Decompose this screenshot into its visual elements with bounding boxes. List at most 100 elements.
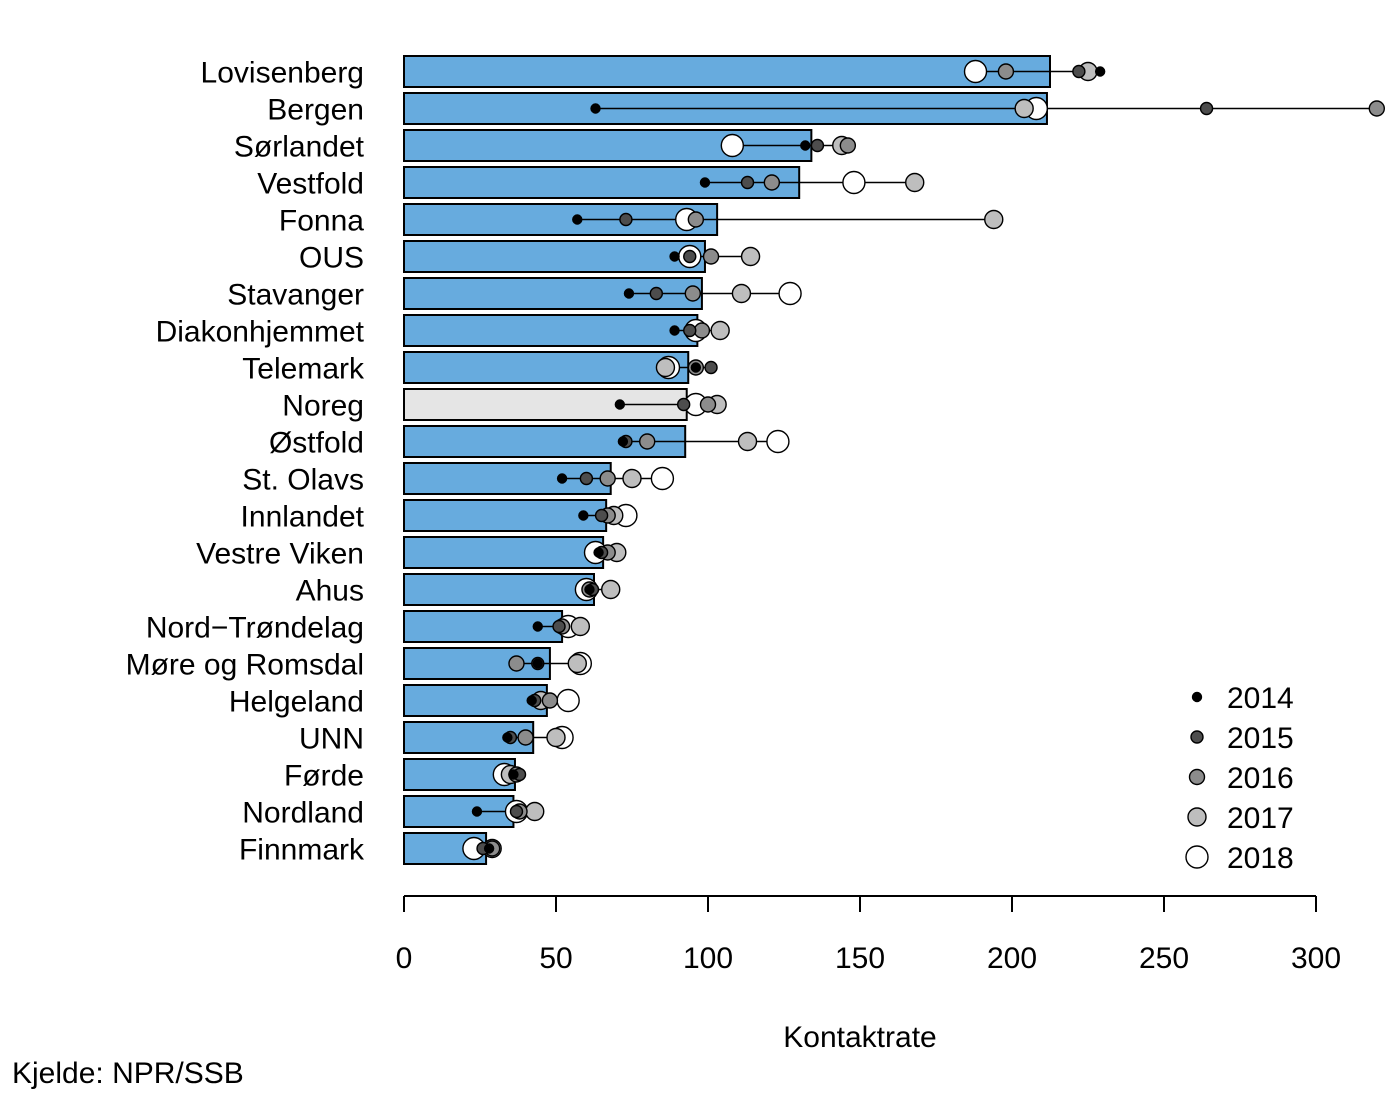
category-label-vestfold: Vestfold [257, 168, 364, 201]
category-label-telemark: Telemark [242, 353, 365, 386]
point-stavanger-2014 [623, 288, 635, 299]
point-stfold-2014 [617, 436, 629, 447]
category-label-helgeland: Helgeland [229, 686, 364, 719]
point-stfold-2018 [766, 429, 790, 454]
category-label-bergen: Bergen [267, 94, 364, 127]
point-helgeland-2016 [541, 692, 559, 709]
point-diakonhjemmet-2017 [710, 320, 730, 341]
point-vestfold-2015 [740, 175, 755, 190]
legend-symbol-2018 [1185, 845, 1209, 869]
category-labels: Lovisenberg Bergen Sørlandet Vestfold Fonna O… [126, 57, 365, 867]
point-s-rlandet-2018 [720, 133, 745, 158]
point-diakonhjemmet-2016 [693, 322, 711, 339]
legend-symbol-2016 [1188, 768, 1206, 786]
bar-m-re-og-romsdal [403, 647, 551, 680]
point-vestfold-2014 [699, 177, 711, 188]
category-label-diakonhjemmet: Diakonhjemmet [156, 316, 365, 349]
point-unn-2016 [517, 729, 534, 746]
point-nord-tr-ndelag-2015 [552, 619, 566, 634]
point-helgeland-2014 [526, 695, 537, 706]
category-label-stfold: Østfold [269, 427, 364, 460]
point-stavanger-2015 [649, 286, 664, 301]
legend-label-2017: 2017 [1227, 802, 1294, 835]
category-label-s-rlandet: Sørlandet [234, 131, 365, 164]
x-tick-label-300: 300 [1291, 942, 1341, 975]
point-nord-tr-ndelag-2014 [532, 621, 543, 632]
category-label-finnmark: Finnmark [239, 834, 365, 867]
category-label-f-rde: Førde [284, 760, 364, 793]
x-tick-label-250: 250 [1139, 942, 1189, 975]
point-ahus-2014 [584, 584, 595, 595]
point-diakonhjemmet-2015 [683, 323, 697, 338]
point-nordland-2015 [509, 804, 524, 819]
point-helgeland-2018 [556, 688, 580, 713]
bar-innlandet [403, 499, 608, 532]
point-ous-2017 [740, 246, 761, 267]
x-tick-label-0: 0 [396, 942, 413, 975]
point-unn-2014 [502, 732, 513, 743]
point-fonna-2017 [984, 209, 1004, 230]
legend-symbol-2015 [1190, 730, 1204, 744]
point-bergen-2015 [1199, 101, 1214, 116]
point-m-re-og-romsdal-2016 [508, 655, 525, 672]
point-vestfold-2018 [842, 170, 866, 195]
category-label-nordland: Nordland [242, 797, 364, 830]
point-st-olavs-2015 [579, 471, 594, 486]
legend-symbol-2014 [1191, 691, 1203, 703]
point-st-olavs-2016 [599, 470, 616, 487]
point-st-olavs-2014 [556, 473, 568, 484]
x-tick-label-100: 100 [683, 942, 733, 975]
point-telemark-2014 [690, 362, 702, 373]
point-ous-2014 [669, 251, 680, 262]
legend-label-2015: 2015 [1227, 722, 1294, 755]
point-unn-2017 [546, 727, 566, 748]
point-stavanger-2016 [684, 285, 701, 302]
bar-vestre-viken [403, 536, 605, 569]
point-nord-tr-ndelag-2017 [570, 616, 591, 637]
legend: 2014 2015 2016 2017 2018 [1185, 682, 1294, 875]
category-label-vestre-viken: Vestre Viken [196, 538, 364, 571]
bar-ous [403, 240, 706, 273]
bar-helgeland [403, 684, 548, 717]
point-telemark-2015 [704, 360, 718, 375]
point-s-rlandet-2015 [810, 138, 825, 153]
point-ous-2016 [702, 248, 720, 265]
category-label-ahus: Ahus [296, 575, 364, 608]
category-label-noreg: Noreg [282, 390, 364, 423]
category-label-unn: UNN [299, 723, 364, 756]
point-lovisenberg-2015 [1072, 64, 1086, 79]
point-f-rde-2014 [508, 769, 519, 780]
point-innlandet-2014 [578, 510, 589, 521]
point-fonna-2015 [619, 212, 633, 227]
legend-label-2018: 2018 [1227, 842, 1294, 875]
x-tick-label-150: 150 [835, 942, 885, 975]
point-diakonhjemmet-2014 [669, 325, 680, 336]
x-axis-title: Kontaktrate [783, 1021, 936, 1054]
point-s-rlandet-2014 [800, 140, 811, 151]
point-bergen-2014 [590, 103, 601, 114]
point-stfold-2016 [639, 433, 656, 450]
point-noreg-2016 [699, 396, 717, 413]
point-vestfold-2016 [763, 174, 781, 191]
point-nordland-2017 [525, 801, 545, 822]
x-axis: 0 50 100 150 200 250 300 [396, 895, 1341, 975]
point-ahus-2017 [601, 579, 621, 600]
category-label-nord-tr-ndelag: Nord−Trøndelag [146, 612, 364, 645]
category-label-m-re-og-romsdal: Møre og Romsdal [126, 649, 364, 682]
point-stfold-2017 [737, 431, 758, 452]
point-lovisenberg-2018 [963, 59, 988, 84]
bar-lovisenberg [403, 55, 1051, 88]
point-ous-2015 [683, 249, 697, 264]
point-bergen-2017 [1014, 98, 1034, 119]
point-fonna-2016 [687, 211, 705, 228]
point-bergen-2016 [1368, 100, 1386, 117]
bars-layer [403, 55, 1051, 865]
point-m-re-og-romsdal-2014 [532, 658, 543, 669]
bar-diakonhjemmet [403, 314, 699, 347]
point-st-olavs-2018 [650, 466, 675, 491]
legend-label-2016: 2016 [1227, 762, 1294, 795]
point-lovisenberg-2014 [1094, 66, 1106, 77]
category-label-lovisenberg: Lovisenberg [201, 57, 364, 90]
x-tick-label-200: 200 [987, 942, 1037, 975]
point-vestre-viken-2014 [593, 547, 604, 558]
